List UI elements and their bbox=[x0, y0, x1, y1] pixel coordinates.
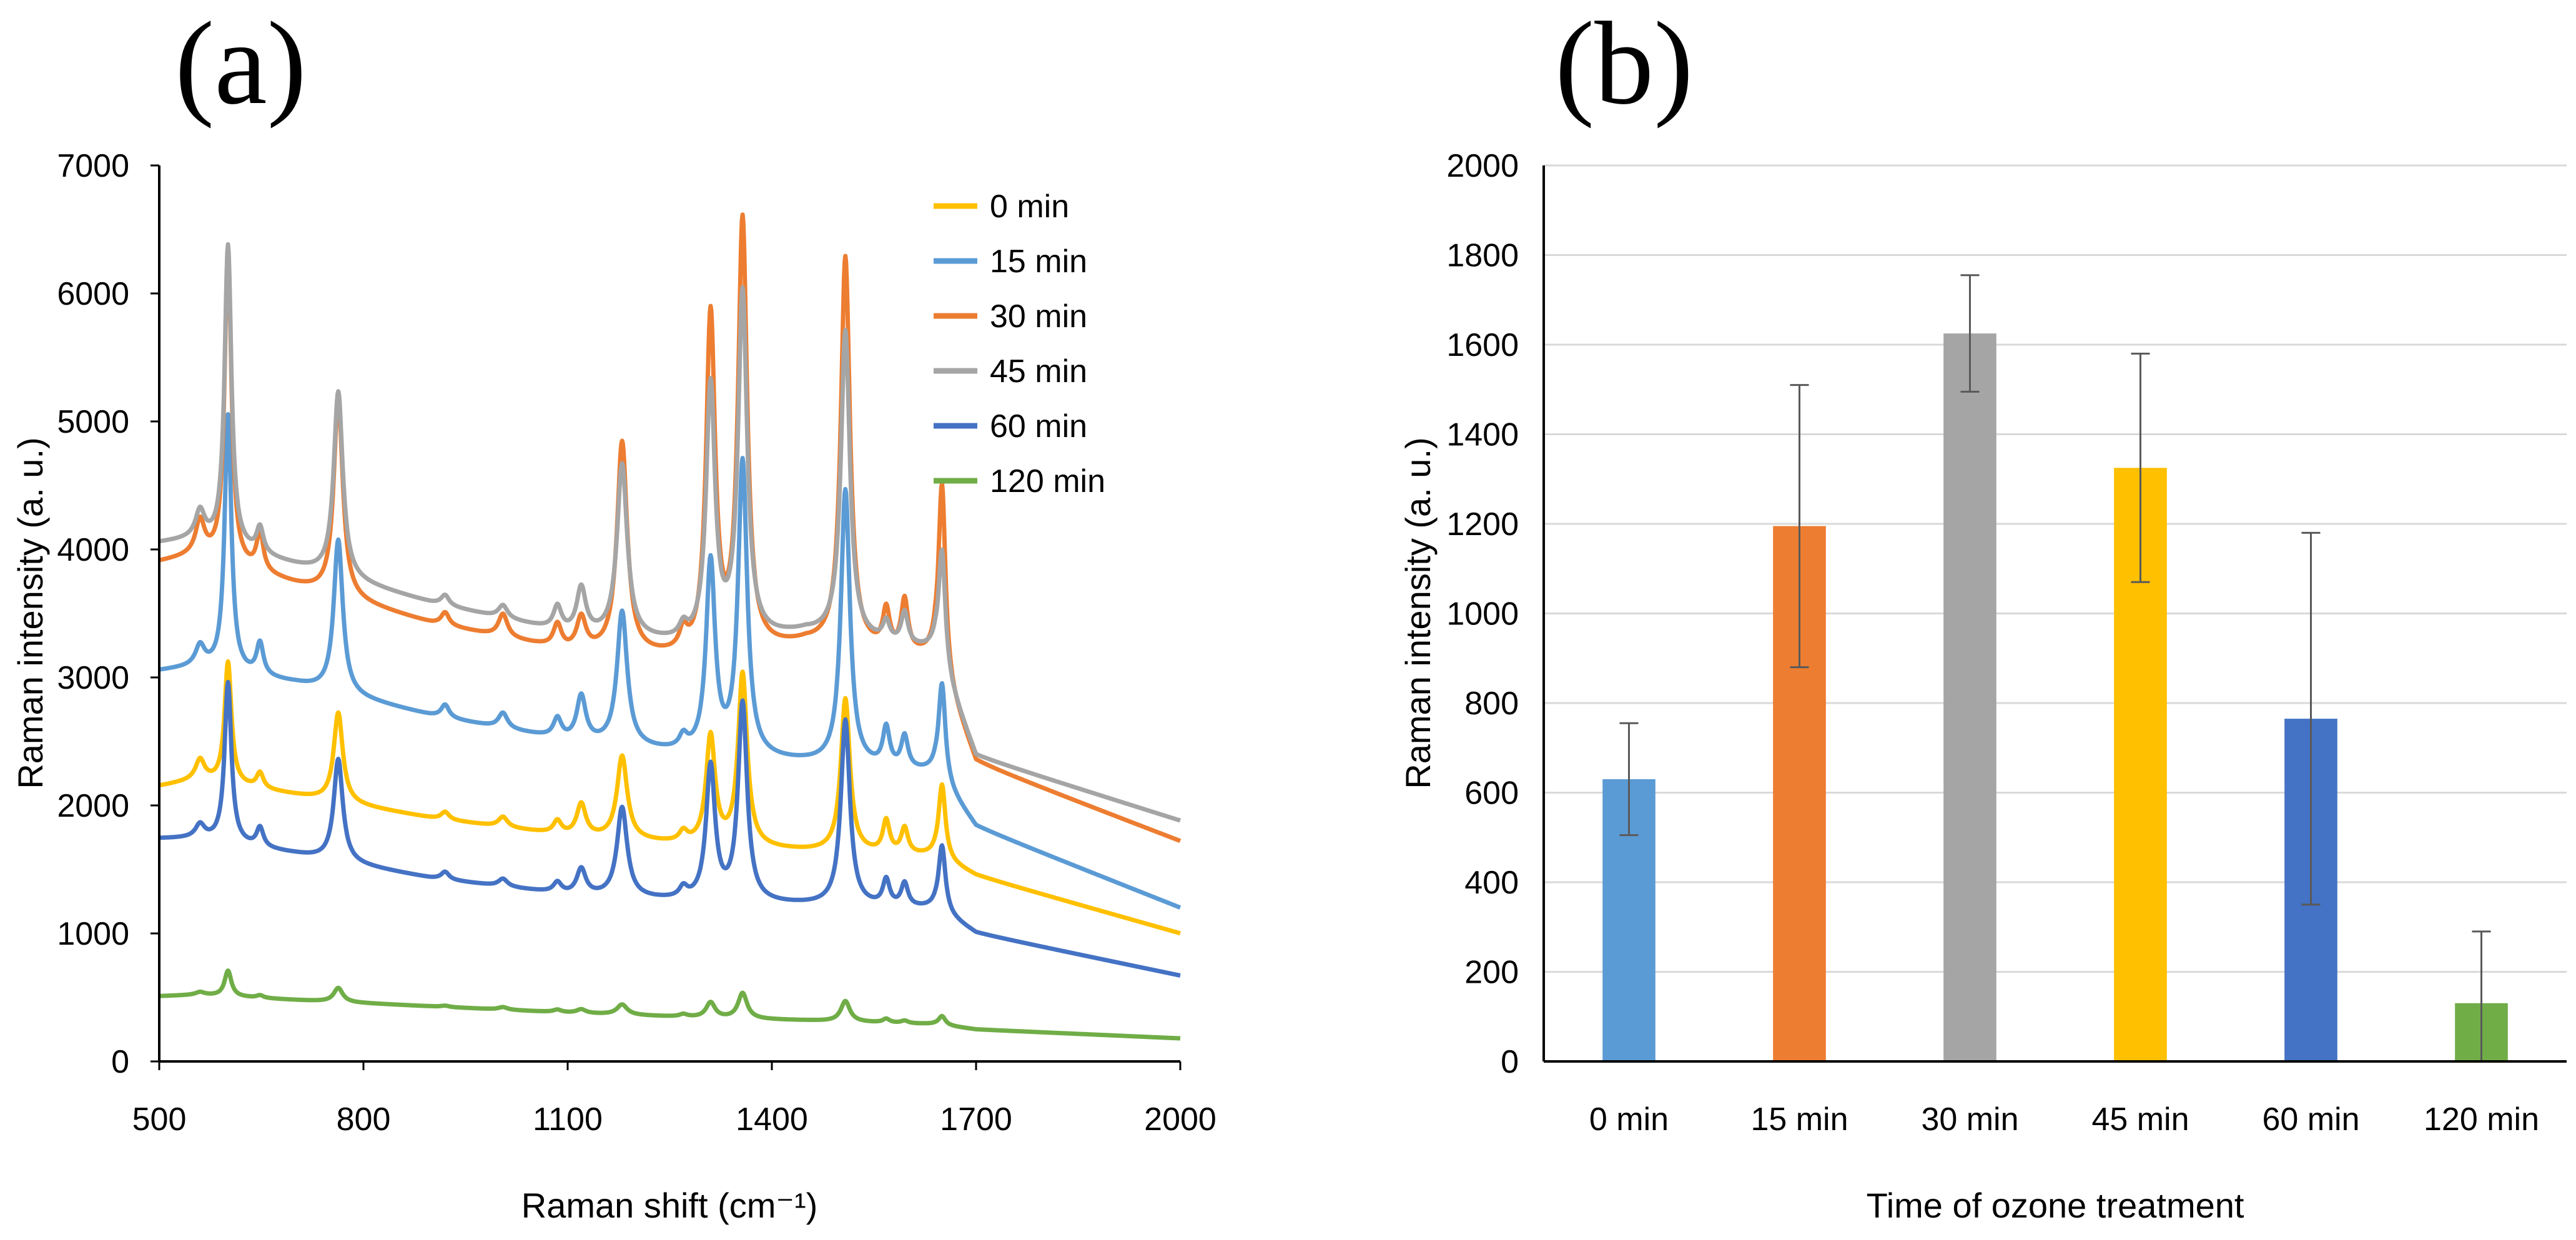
series-line-120-min bbox=[157, 968, 1182, 1041]
plot-b-y-tick-label: 1000 bbox=[1446, 596, 1519, 632]
legend-label-15-min: 15 min bbox=[990, 244, 1087, 280]
plot-a-x-ticks: 500 800 1100 1400 1700 2000 bbox=[132, 1061, 1216, 1138]
legend-label-45-min: 45 min bbox=[990, 353, 1087, 390]
plot-a-y-tick-label: 3000 bbox=[57, 660, 129, 696]
plot-a-y-tick-label: 6000 bbox=[57, 276, 129, 312]
plot-b-y-tick-label: 1800 bbox=[1446, 238, 1519, 274]
series-line-15-min bbox=[157, 412, 1182, 910]
plot-a-x-label: Raman shift (cm⁻¹) bbox=[521, 1186, 818, 1225]
plot-b-x-label: Time of ozone treatment bbox=[1867, 1186, 2244, 1225]
panel-b-bar-chart: 0 200 400 600 800 1000 1200 1400 1600 1800 2000 0 … bbox=[1398, 148, 2567, 1225]
plot-b-x-tick-label: 45 min bbox=[2091, 1101, 2189, 1138]
plot-b-x-ticks: 0 min 15 min 30 min 45 min 60 min 120 min bbox=[1589, 1101, 2539, 1138]
plot-b-y-tick-label: 1600 bbox=[1446, 327, 1519, 363]
plot-a-x-tick-label: 2000 bbox=[1144, 1101, 1216, 1138]
legend-label-120-min: 120 min bbox=[990, 463, 1105, 499]
plot-a-y-tick-label: 1000 bbox=[57, 916, 129, 952]
plot-a-legend: 0 min 15 min 30 min 45 min 60 min 120 min bbox=[934, 189, 1105, 499]
plot-b-x-tick-label: 0 min bbox=[1589, 1101, 1669, 1138]
plot-b-x-tick-label: 120 min bbox=[2424, 1101, 2539, 1138]
plot-b-x-tick-label: 60 min bbox=[2262, 1101, 2359, 1138]
plot-a-y-label: Raman intensity (a. u.) bbox=[11, 437, 50, 789]
panel-a-line-chart: 0 1000 2000 3000 4000 5000 6000 7000 500 800 1100… bbox=[11, 148, 1216, 1225]
plot-a-x-tick-label: 800 bbox=[337, 1101, 391, 1138]
panel-label-b: (b) bbox=[1555, 0, 1694, 129]
panel-label-a: (a) bbox=[175, 0, 307, 129]
series-line-0-min bbox=[157, 659, 1182, 936]
plot-b-y-tick-label: 400 bbox=[1464, 865, 1519, 901]
series-line-45-min bbox=[157, 242, 1182, 823]
plot-b-x-tick-label: 30 min bbox=[1921, 1101, 2018, 1138]
plot-a-x-tick-label: 1100 bbox=[533, 1101, 603, 1138]
plot-a-y-tick-label: 5000 bbox=[57, 404, 129, 440]
plot-b-error-bars bbox=[1619, 274, 2491, 1063]
plot-b-bars bbox=[1602, 333, 2508, 1061]
bar-30-min bbox=[1943, 333, 1996, 1061]
plot-a-y-tick-label: 7000 bbox=[57, 148, 129, 184]
plot-a-y-ticks: 0 1000 2000 3000 4000 5000 6000 7000 bbox=[57, 148, 159, 1080]
plot-a-x-tick-label: 500 bbox=[132, 1101, 187, 1138]
plot-b-gridlines bbox=[1544, 164, 2567, 973]
plot-b-y-tick-label: 800 bbox=[1464, 686, 1519, 722]
legend-label-0-min: 0 min bbox=[990, 189, 1069, 225]
series-line-30-min bbox=[157, 212, 1182, 844]
legend-label-30-min: 30 min bbox=[990, 298, 1087, 335]
plot-b-y-tick-label: 0 bbox=[1501, 1044, 1519, 1080]
plot-b-y-tick-label: 2000 bbox=[1446, 148, 1519, 184]
plot-a-y-tick-label: 0 bbox=[111, 1044, 129, 1080]
plot-b-y-tick-label: 1200 bbox=[1446, 506, 1519, 543]
series-line-60-min bbox=[157, 680, 1182, 978]
legend-label-60-min: 60 min bbox=[990, 408, 1087, 445]
plot-b-x-tick-label: 15 min bbox=[1750, 1101, 1848, 1138]
plot-a-y-tick-label: 2000 bbox=[57, 788, 129, 824]
plot-a-x-tick-label: 1700 bbox=[940, 1101, 1012, 1138]
plot-b-y-ticks: 0 200 400 600 800 1000 1200 1400 1600 1800 2000 bbox=[1446, 148, 1519, 1080]
plot-b-y-label: Raman intensity (a. u.) bbox=[1398, 437, 1438, 789]
plot-b-y-tick-label: 1400 bbox=[1446, 417, 1519, 453]
plot-a-y-tick-label: 4000 bbox=[57, 532, 129, 568]
plot-a-x-tick-label: 1400 bbox=[736, 1101, 808, 1138]
plot-a-lines bbox=[157, 212, 1182, 1041]
plot-b-y-tick-label: 600 bbox=[1464, 775, 1519, 812]
plot-b-y-tick-label: 200 bbox=[1464, 955, 1519, 991]
